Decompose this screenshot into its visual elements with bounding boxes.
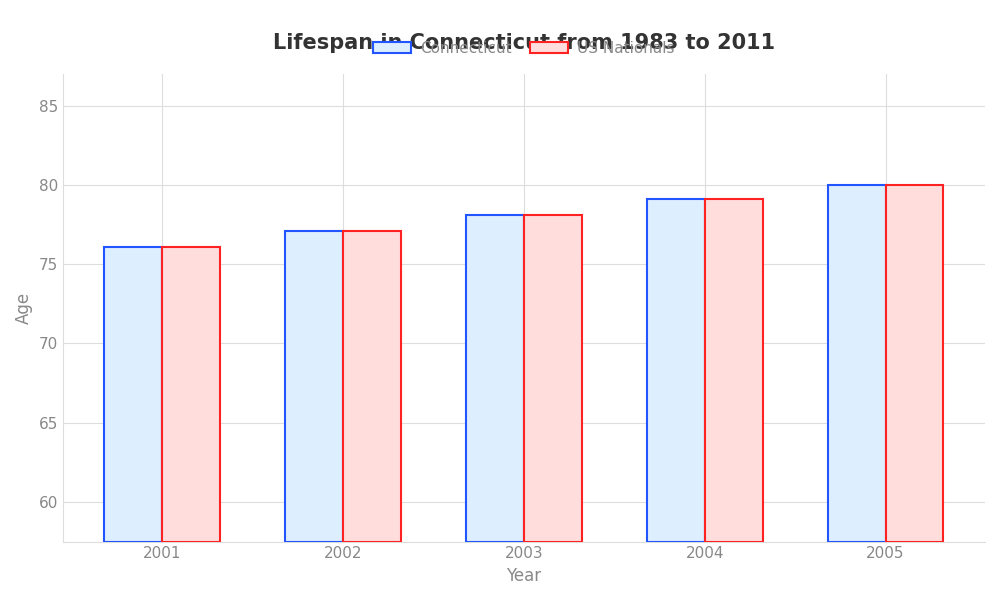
- Bar: [647, 199, 705, 542]
- Bar: [705, 199, 763, 542]
- Title: Lifespan in Connecticut from 1983 to 2011: Lifespan in Connecticut from 1983 to 201…: [273, 33, 775, 53]
- Bar: [104, 247, 162, 542]
- X-axis label: Year: Year: [506, 567, 541, 585]
- Y-axis label: Age: Age: [15, 292, 33, 324]
- Bar: [162, 247, 220, 542]
- Bar: [524, 215, 582, 542]
- Legend: Connecticut, US Nationals: Connecticut, US Nationals: [367, 35, 681, 62]
- Bar: [886, 185, 943, 542]
- Bar: [828, 185, 886, 542]
- Bar: [285, 231, 343, 542]
- Bar: [343, 231, 401, 542]
- Bar: [466, 215, 524, 542]
